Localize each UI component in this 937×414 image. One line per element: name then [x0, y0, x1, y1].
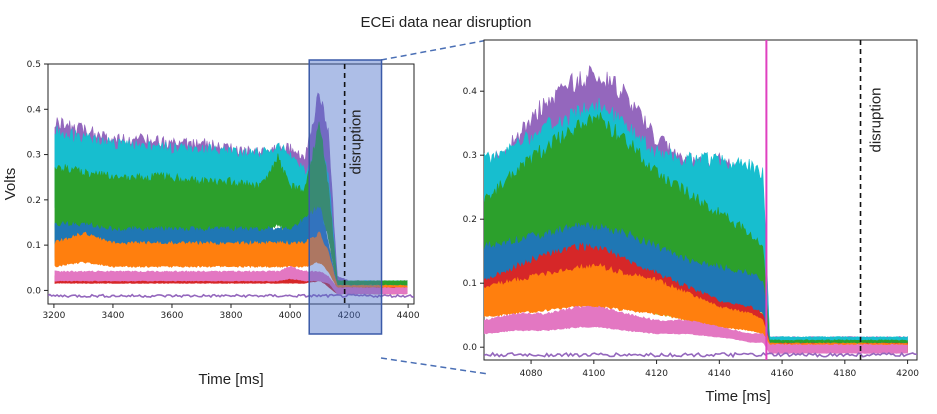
- y-tick-label: 0.4: [27, 105, 42, 115]
- x-tick-label: 3200: [42, 311, 65, 321]
- y-tick-label: 0.2: [463, 215, 477, 225]
- x-tick-label: 4140: [708, 369, 731, 379]
- x-tick-label: 4200: [338, 311, 361, 321]
- figure-title: ECEi data near disruption: [361, 14, 532, 31]
- overview-y-axis-label: Volts: [2, 168, 19, 201]
- overview-chart: 3200 3400 3600 3800 4000 4200 4400 0.00.10.20.…: [2, 59, 420, 388]
- baseline-noise-line: [48, 293, 414, 299]
- y-tick-label: 0.2: [27, 196, 41, 206]
- overview-y-ticks: 0.0 0.1 0.2 0.3 0.4 0.5: [27, 60, 48, 296]
- overview-series-group: [48, 92, 414, 299]
- x-tick-label: 4160: [771, 369, 794, 379]
- zoom-window-highlight: [308, 59, 383, 335]
- x-tick-label: 3400: [101, 311, 124, 321]
- baseline-noise-line: [484, 351, 917, 359]
- y-tick-label: 0.3: [27, 151, 41, 161]
- y-tick-label: 0.0: [463, 343, 478, 353]
- x-tick-label: 4200: [896, 369, 919, 379]
- x-tick-label: 4120: [645, 369, 668, 379]
- series-band-8: [484, 305, 908, 354]
- overview-x-axis-label: Time [ms]: [198, 371, 263, 388]
- y-tick-label: 0.5: [27, 60, 41, 70]
- x-tick-label: 4400: [397, 311, 420, 321]
- x-tick-label: 3600: [161, 311, 184, 321]
- x-tick-label: 4180: [833, 369, 856, 379]
- x-tick-label: 4100: [582, 369, 605, 379]
- y-tick-label: 0.3: [463, 151, 477, 161]
- series-band-8: [54, 265, 408, 295]
- disruption-label: disruption: [348, 109, 365, 174]
- zoom-x-ticks: 4080 4100 4120 4140 4160 4180 4200: [520, 360, 919, 379]
- zoom-connector-top: [380, 39, 489, 61]
- y-tick-label: 0.1: [463, 279, 477, 289]
- zoom-x-axis-label: Time [ms]: [705, 388, 770, 405]
- x-tick-label: 4080: [520, 369, 543, 379]
- zoom-chart: 4080 4100 4120 4140 4160 4180 4200 0.00.10.20.…: [463, 39, 919, 405]
- y-tick-label: 0.4: [463, 87, 478, 97]
- y-tick-label: 0.0: [27, 286, 42, 296]
- zoom-series-group: [484, 40, 917, 360]
- x-tick-label: 4000: [279, 311, 302, 321]
- disruption-label: disruption: [868, 87, 885, 152]
- zoom-y-ticks: 0.0 0.1 0.2 0.3 0.4: [463, 87, 484, 353]
- zoom-connector-bottom: [380, 357, 489, 375]
- overview-x-ticks: 3200 3400 3600 3800 4000 4200 4400: [42, 304, 420, 321]
- y-tick-label: 0.1: [27, 241, 41, 251]
- x-tick-label: 3800: [220, 311, 243, 321]
